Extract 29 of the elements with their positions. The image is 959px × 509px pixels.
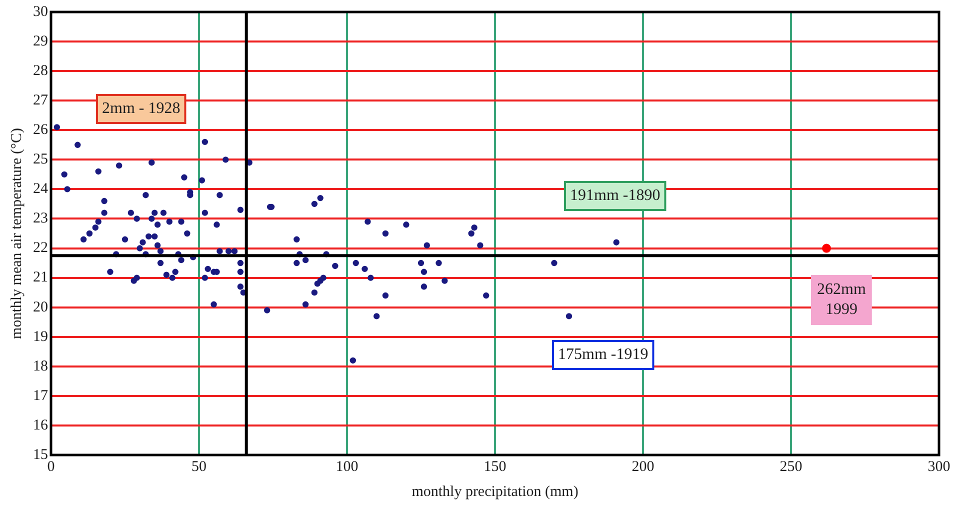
annotation: 262mm 1999	[817, 281, 866, 318]
x-tick-label: 50	[192, 458, 206, 475]
y-tick-label: 16	[33, 417, 48, 434]
x-tick-label: 100	[336, 458, 358, 475]
y-tick-label: 17	[33, 388, 48, 404]
y-tick-label: 22	[33, 240, 48, 256]
x-axis-title: monthly precipitation (mm)	[412, 484, 578, 500]
annotation: 2mm - 1928	[102, 100, 180, 118]
y-tick-label: 27	[33, 92, 48, 109]
x-tick-label: 300	[928, 458, 950, 475]
x-tick-label: 250	[780, 458, 802, 475]
y-axis-title: monthly mean air temperature (°C)	[8, 128, 25, 339]
y-tick-label: 23	[33, 210, 48, 227]
y-tick-label: 30	[33, 4, 48, 20]
annotation: 175mm -1919	[558, 346, 648, 364]
y-tick-label: 19	[33, 328, 48, 345]
x-tick-label: 200	[632, 458, 654, 475]
x-tick-label: 0	[47, 458, 55, 475]
y-tick-label: 24	[33, 181, 48, 198]
y-tick-label: 25	[33, 152, 48, 168]
annotation: 191mm -1890	[570, 187, 660, 204]
x-tick-label: 150	[484, 458, 506, 475]
y-tick-label: 15	[33, 446, 48, 463]
y-tick-label: 26	[33, 122, 48, 138]
y-tick-label: 28	[33, 63, 48, 80]
y-tick-label: 18	[33, 358, 48, 374]
y-tick-label: 20	[33, 299, 48, 316]
y-tick-label: 21	[33, 270, 48, 286]
y-tick-label: 29	[33, 33, 48, 50]
